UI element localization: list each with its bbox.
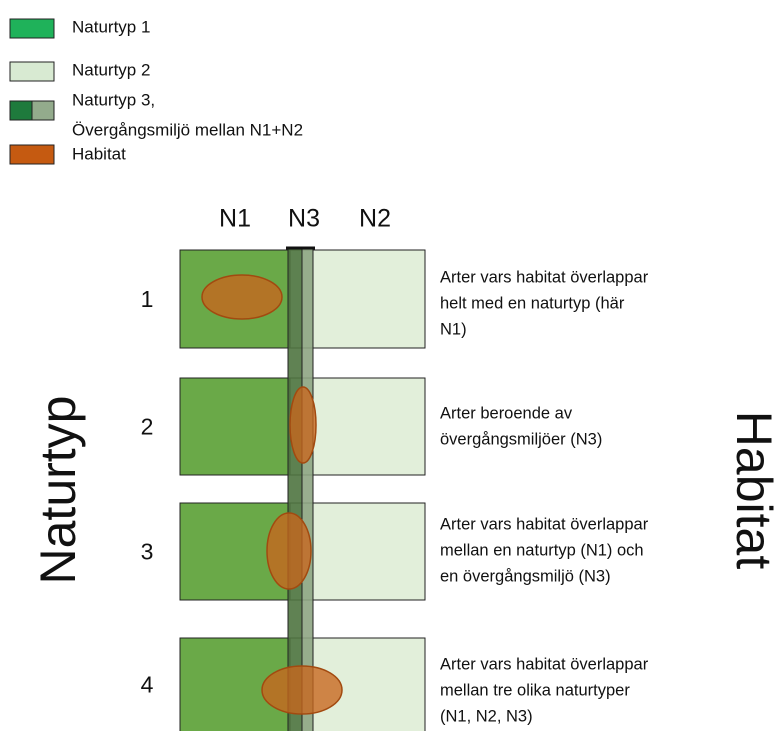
legend-label: Habitat [72,144,126,163]
swatch-n3a [9,100,33,121]
row-number: 3 [141,539,154,565]
habitat [266,512,312,590]
row-description: Arter beroende av [440,404,573,422]
row-description: (N1, N2, N3) [440,707,533,725]
legend-label: Naturtyp 3, [72,90,155,109]
habitat [289,386,317,464]
right-label: Habitat [726,411,778,570]
row-description: mellan tre olika naturtyper [440,681,630,699]
row-number: 2 [141,414,154,440]
legend-label: Naturtyp 1 [72,17,150,36]
n1-area [179,377,291,476]
row-number: 4 [141,672,154,698]
row-description: helt med en naturtyp (här [440,294,625,312]
row-description: Arter vars habitat överlappar [440,268,649,286]
habitat [261,665,343,715]
row-description: Arter vars habitat överlappar [440,655,649,673]
habitat [201,274,283,320]
swatch-n2 [9,61,55,82]
n3-strip-left [287,247,303,731]
column-label: N1 [219,205,251,233]
swatch-habitat [9,144,55,165]
row-description: N1) [440,320,467,338]
swatch-n1 [9,18,55,39]
row-number: 1 [141,286,154,312]
n3-strip-right [301,247,314,731]
row-description: mellan en naturtyp (N1) och [440,541,644,559]
swatch-n3b [31,100,55,121]
row-description: Arter vars habitat överlappar [440,515,649,533]
column-label: N3 [288,205,320,233]
left-label: Naturtyp [30,396,86,585]
row-description: övergångsmiljöer (N3) [440,430,602,448]
row-description: en övergångsmiljö (N3) [440,567,611,585]
legend-label: Naturtyp 2 [72,60,150,79]
legend-label: Övergångsmiljö mellan N1+N2 [72,120,303,139]
column-label: N2 [359,205,391,233]
